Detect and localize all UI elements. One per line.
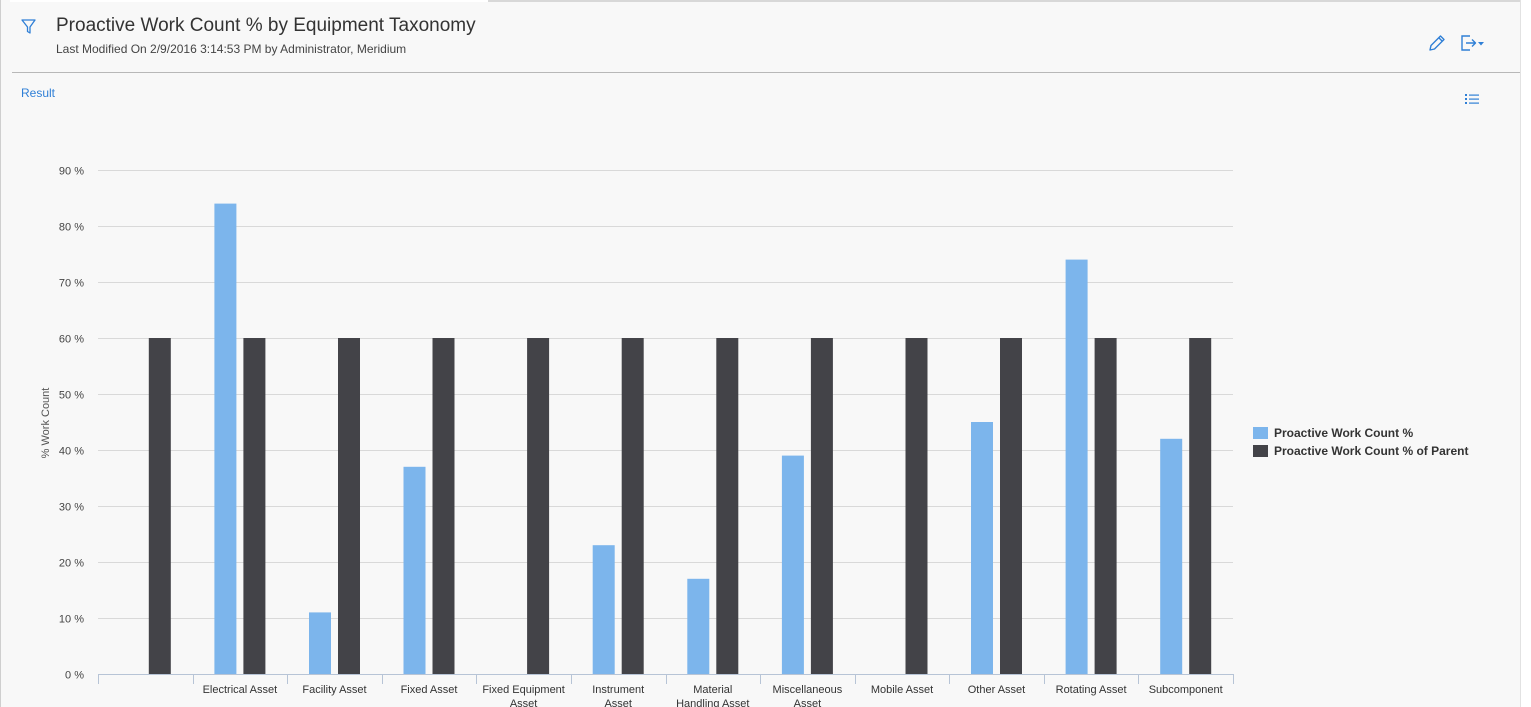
- active-tab-indicator: [10, 0, 488, 2]
- y-tick-label: 10 %: [59, 614, 84, 626]
- x-category-label: Asset: [510, 698, 538, 707]
- bar-proactive-work-count: [309, 612, 331, 674]
- x-category-label: Mobile Asset: [871, 684, 933, 696]
- bar-proactive-work-count-of-parent: [338, 338, 360, 674]
- bar-proactive-work-count: [1160, 438, 1183, 674]
- legend-item-proactive-work-count-of-parent[interactable]: Proactive Work Count % of Parent: [1253, 442, 1468, 460]
- header-divider: [12, 72, 1520, 73]
- page-title: Proactive Work Count % by Equipment Taxo…: [56, 15, 476, 36]
- bar-proactive-work-count: [403, 466, 426, 674]
- bar-proactive-work-count-of-parent: [432, 338, 455, 674]
- bar-proactive-work-count-of-parent: [905, 338, 928, 674]
- list-icon[interactable]: [1463, 91, 1483, 107]
- legend-label: Proactive Work Count % of Parent: [1274, 444, 1469, 458]
- y-tick-label: 40 %: [59, 446, 84, 458]
- pencil-icon[interactable]: [1427, 33, 1447, 53]
- bar-proactive-work-count: [687, 578, 710, 674]
- right-border: [1520, 0, 1521, 707]
- bar-proactive-work-count-of-parent: [1094, 338, 1117, 674]
- bar-proactive-work-count-of-parent: [1189, 338, 1212, 674]
- y-tick-label: 0 %: [65, 670, 84, 682]
- y-tick-label: 70 %: [59, 278, 84, 290]
- top-tab-strip: [12, 0, 1522, 2]
- legend-swatch: [1253, 427, 1268, 439]
- bar-proactive-work-count: [1065, 259, 1088, 674]
- last-modified-text: Last Modified On 2/9/2016 3:14:53 PM by …: [56, 42, 407, 56]
- x-category-label: Miscellaneous: [773, 684, 843, 696]
- x-category-label: Rotating Asset: [1056, 684, 1127, 696]
- bar-proactive-work-count-of-parent: [716, 338, 739, 674]
- filter-icon[interactable]: [20, 18, 38, 36]
- x-category-label: Handling Asset: [676, 698, 749, 707]
- y-tick-label: 50 %: [59, 390, 84, 402]
- left-border: [0, 0, 1, 707]
- bar-proactive-work-count-of-parent: [148, 338, 171, 674]
- bar-proactive-work-count-of-parent: [527, 338, 550, 674]
- bar-proactive-work-count: [214, 203, 237, 674]
- x-category-label: Other Asset: [968, 684, 1025, 696]
- legend-item-proactive-work-count[interactable]: Proactive Work Count %: [1253, 424, 1468, 442]
- bar-proactive-work-count: [971, 422, 993, 674]
- x-category-label: Subcomponent: [1149, 684, 1223, 696]
- bar-proactive-work-count: [592, 545, 615, 674]
- bar-proactive-work-count-of-parent: [621, 338, 644, 674]
- x-category-label: Facility Asset: [302, 684, 366, 696]
- x-category-label: Fixed Equipment: [482, 684, 565, 696]
- result-link[interactable]: Result: [21, 86, 56, 100]
- y-tick-label: 90 %: [59, 166, 84, 178]
- legend-label: Proactive Work Count %: [1274, 426, 1414, 440]
- y-tick-label: 20 %: [59, 558, 84, 570]
- right-gutter: [1520, 0, 1531, 707]
- y-tick-label: 80 %: [59, 222, 84, 234]
- bar-proactive-work-count-of-parent: [1000, 338, 1022, 674]
- x-category-label: Asset: [604, 698, 632, 707]
- x-category-label: Material: [693, 684, 732, 696]
- x-category-label: Electrical Asset: [203, 684, 278, 696]
- chart-legend: Proactive Work Count % Proactive Work Co…: [1253, 424, 1468, 460]
- bar-proactive-work-count-of-parent: [243, 338, 266, 674]
- y-tick-label: 60 %: [59, 334, 84, 346]
- x-category-label: Fixed Asset: [401, 684, 458, 696]
- legend-swatch: [1253, 445, 1268, 457]
- bar-proactive-work-count-of-parent: [810, 338, 833, 674]
- bar-proactive-work-count: [781, 455, 804, 674]
- y-tick-label: 30 %: [59, 502, 84, 514]
- export-icon[interactable]: [1458, 33, 1488, 53]
- x-category-label: Instrument: [592, 684, 644, 696]
- x-category-label: Asset: [794, 698, 822, 707]
- y-axis-title: % Work Count: [40, 388, 52, 459]
